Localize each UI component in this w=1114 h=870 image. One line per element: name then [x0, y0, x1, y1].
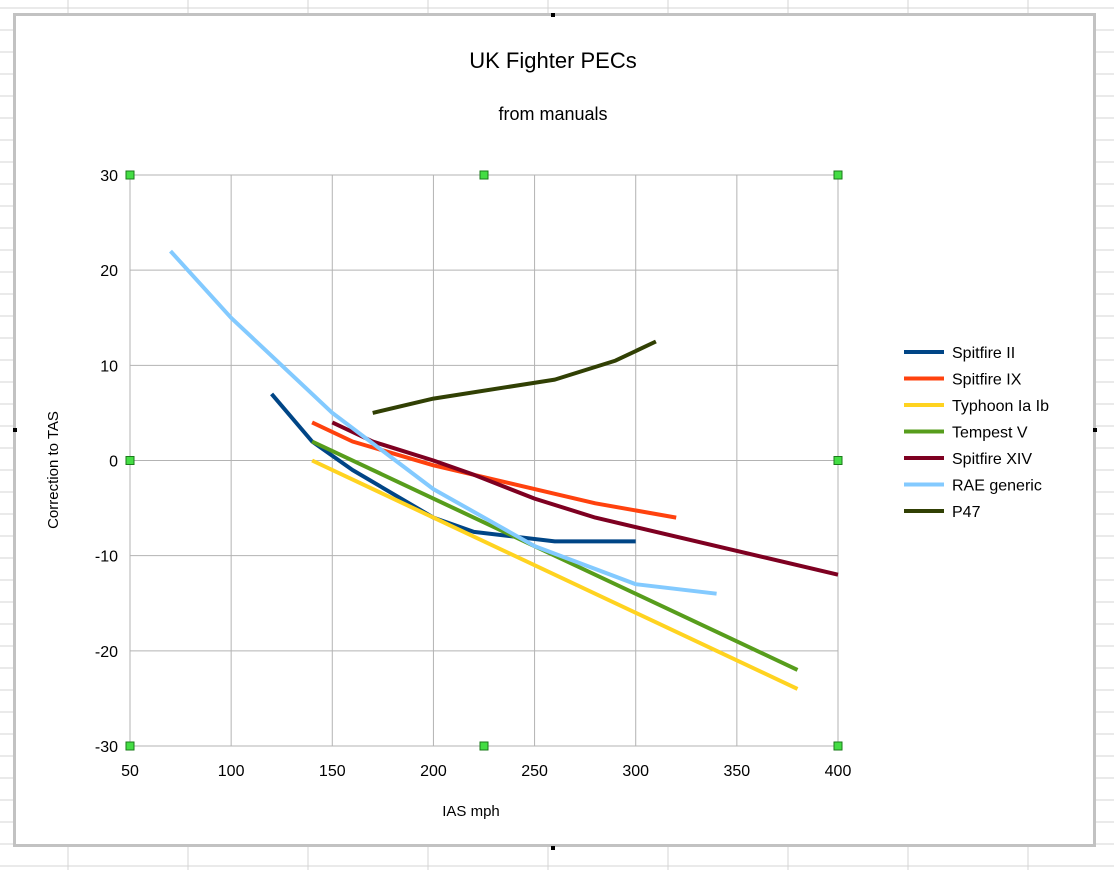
y-tick-label: 0	[109, 454, 118, 471]
y-tick-label: -20	[95, 644, 118, 661]
legend-label: Spitfire XIV	[952, 451, 1032, 468]
x-tick-label: 50	[121, 763, 139, 780]
x-tick-label: 200	[420, 763, 447, 780]
resize-handle[interactable]	[833, 741, 843, 751]
y-tick-label: 30	[100, 168, 118, 185]
legend-label: Tempest V	[952, 425, 1028, 442]
legend-label: Spitfire II	[952, 345, 1015, 362]
legend-label: Typhoon Ia Ib	[952, 398, 1049, 415]
resize-handle[interactable]	[125, 456, 135, 465]
y-tick-label: -10	[95, 549, 118, 566]
frame-handle[interactable]	[551, 13, 555, 17]
x-tick-label: 350	[724, 763, 751, 780]
frame-handle[interactable]	[1093, 428, 1097, 432]
y-tick-label: 20	[100, 263, 118, 280]
frame-handle[interactable]	[13, 428, 17, 432]
chart-title: UK Fighter PECs	[469, 48, 637, 73]
y-tick-label: 10	[100, 358, 118, 375]
resize-handle[interactable]	[479, 741, 489, 751]
legend-label: P47	[952, 504, 981, 521]
selection-handles	[13, 13, 1097, 850]
resize-handle[interactable]	[125, 741, 135, 751]
resize-handle[interactable]	[833, 456, 843, 465]
tick-labels: 50 100 150 200 250 300 350 400 -30 -20 -10 0 10 20 30	[95, 168, 852, 780]
series-line-6[interactable]	[372, 339, 657, 415]
legend: Spitfire II Spitfire IX Typhoon Ia Ib Tempe…	[904, 345, 1049, 521]
x-tick-label: 100	[218, 763, 245, 780]
x-tick-label: 400	[825, 763, 852, 780]
resize-handle[interactable]	[479, 170, 489, 180]
series-line-4[interactable]	[331, 420, 839, 577]
legend-label: Spitfire IX	[952, 372, 1022, 389]
x-tick-label: 300	[622, 763, 649, 780]
gridlines	[129, 174, 839, 747]
series-line-2[interactable]	[311, 458, 799, 691]
frame-handle[interactable]	[551, 846, 555, 850]
x-tick-label: 150	[319, 763, 346, 780]
x-tick-label: 250	[521, 763, 548, 780]
x-axis-label: IAS mph	[442, 803, 500, 820]
resize-handle[interactable]	[125, 170, 135, 180]
series-line-5[interactable]	[169, 249, 717, 596]
series-lines	[169, 249, 839, 691]
chart-subtitle: from manuals	[498, 104, 607, 124]
resize-handle[interactable]	[833, 170, 843, 180]
y-tick-label: -30	[95, 739, 118, 756]
legend-label: RAE generic	[952, 478, 1042, 495]
y-axis-label: Correction to TAS	[45, 411, 62, 529]
